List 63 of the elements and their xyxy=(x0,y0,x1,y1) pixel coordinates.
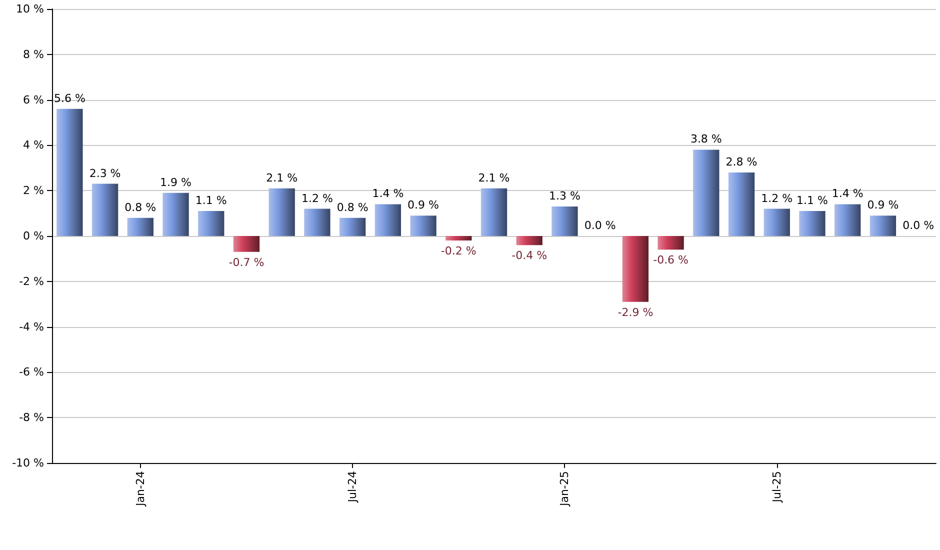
x-tick-label: Jul-25 xyxy=(770,471,784,504)
bar xyxy=(339,218,366,236)
data-label: 1.1 % xyxy=(195,194,227,208)
bar xyxy=(658,236,684,250)
data-label: -0.7 % xyxy=(228,256,264,269)
data-label: 2.8 % xyxy=(726,155,758,168)
x-tick-label: Jan-24 xyxy=(134,471,147,507)
data-label: -0.6 % xyxy=(653,254,689,267)
bar xyxy=(446,236,472,241)
y-tick-label: -2 % xyxy=(19,274,44,288)
data-label: 2.3 % xyxy=(89,166,121,180)
bar xyxy=(516,236,542,246)
y-tick-label: 2 % xyxy=(23,184,44,198)
x-tick-label: Jul-24 xyxy=(346,471,360,504)
data-label: -0.2 % xyxy=(440,244,476,258)
data-label: 1.1 % xyxy=(796,194,828,208)
y-tick-label: 10 % xyxy=(16,2,44,16)
bar xyxy=(764,208,790,236)
y-tick-label: -8 % xyxy=(19,411,44,424)
y-tick-label: -4 % xyxy=(19,320,44,334)
data-label: 1.4 % xyxy=(832,187,864,200)
data-label: 0.0 % xyxy=(902,219,934,232)
bar xyxy=(268,188,295,236)
bar xyxy=(870,216,896,236)
bar xyxy=(92,184,118,236)
y-tick-label: -10 % xyxy=(12,456,44,470)
bar xyxy=(127,218,154,236)
data-label: 0.8 % xyxy=(124,200,156,214)
bar xyxy=(622,236,649,302)
data-label: 1.2 % xyxy=(301,192,333,205)
bar xyxy=(410,216,436,236)
bar xyxy=(304,208,330,236)
data-label: 2.1 % xyxy=(478,171,510,184)
bar xyxy=(728,172,755,236)
x-tick-label: Jan-25 xyxy=(558,471,572,507)
y-tick-label: -6 % xyxy=(19,366,44,379)
data-label: 1.4 % xyxy=(372,187,404,200)
data-label: -0.4 % xyxy=(512,249,548,262)
data-label: 1.3 % xyxy=(548,189,580,202)
data-label: 1.2 % xyxy=(761,192,793,205)
bar xyxy=(799,211,826,236)
y-tick-label: 8 % xyxy=(23,48,44,61)
bar xyxy=(693,150,720,236)
bar xyxy=(834,204,861,236)
y-tick-label: 6 % xyxy=(23,93,44,106)
bar xyxy=(233,236,260,252)
y-tick-label: 4 % xyxy=(23,138,44,152)
bar xyxy=(198,211,224,236)
bar xyxy=(56,108,83,236)
data-label: 2.1 % xyxy=(266,171,298,184)
data-label: 1.9 % xyxy=(160,176,192,189)
data-label: 5.6 % xyxy=(54,92,86,105)
bar xyxy=(480,188,508,236)
bar xyxy=(374,204,402,236)
data-label: 0.8 % xyxy=(336,200,368,214)
data-label: 0.0 % xyxy=(584,219,616,232)
bar xyxy=(162,192,189,236)
data-label: -2.9 % xyxy=(618,306,654,319)
data-label: 3.8 % xyxy=(690,132,722,146)
data-label: 0.9 % xyxy=(408,198,440,212)
y-tick-label: 0 % xyxy=(23,230,44,242)
data-label: 0.9 % xyxy=(867,198,899,212)
bar xyxy=(552,206,578,236)
